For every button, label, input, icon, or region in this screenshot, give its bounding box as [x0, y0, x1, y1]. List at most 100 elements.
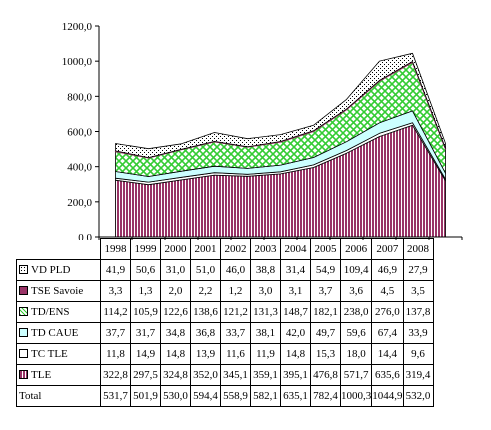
table-cell: 1,2	[220, 280, 251, 302]
table-cell: 782,4	[310, 385, 341, 407]
table-corner	[16, 238, 101, 260]
table-row: TD CAUE 37,7 31,7 34,8 36,8 33,7 38,1 42,0 49,7 5…	[16, 322, 434, 344]
table-cell: 131,3	[250, 301, 281, 323]
data-table: 1998 1999 2000 2001 2002 2003 2004 2005 2006 2007…	[16, 238, 434, 407]
table-year-header: 2000	[160, 238, 191, 260]
table-cell: 31,4	[280, 259, 311, 281]
table-cell: 114,2	[100, 301, 131, 323]
table-cell: 38,8	[250, 259, 281, 281]
legend-key	[19, 370, 28, 379]
table-cell: 395,1	[280, 364, 311, 386]
table-cell: 33,7	[220, 322, 251, 344]
table-row: TLE 322,8 297,5 324,8 352,0 345,1 359,1 395,1 47…	[16, 364, 434, 386]
table-cell: 138,6	[190, 301, 221, 323]
table-cell: 558,9	[220, 385, 251, 407]
legend-label: VD PLD	[31, 264, 71, 276]
table-cell: 319,4	[402, 364, 434, 386]
legend-key	[19, 349, 28, 358]
y-tick-label: 400,0	[67, 162, 92, 174]
table-row: TC TLE 11,8 14,9 14,8 13,9 11,6 11,9 14,8 15,3 18…	[16, 343, 434, 365]
table-cell: 14,4	[371, 343, 404, 365]
table-cell: 38,1	[250, 322, 281, 344]
table-row: VD PLD 41,9 50,6 31,0 51,0 46,0 38,8 31,4 54,9 10…	[16, 259, 434, 281]
table-cell: 31,0	[160, 259, 191, 281]
stacked-area-chart: 0,0 200,0 400,0 600,0 800,0 1000,0 1200,0	[62, 21, 463, 240]
table-cell: 42,0	[280, 322, 311, 344]
table-cell: 635,6	[371, 364, 404, 386]
table-year-header: 2001	[190, 238, 221, 260]
table-cell: 41,9	[100, 259, 131, 281]
table-cell: 4,5	[371, 280, 404, 302]
table-cell: 476,8	[310, 364, 341, 386]
table-cell: 238,0	[339, 301, 373, 323]
table-row-label: TC TLE	[16, 343, 101, 365]
table-row: TSE Savoie 3,3 1,3 2,0 2,2 1,2 3,0 3,1 3,7 3,6 4,5…	[16, 280, 434, 302]
table-cell: 137,8	[402, 301, 434, 323]
table-cell: 594,4	[190, 385, 221, 407]
y-tick-label: 1000,0	[62, 56, 93, 68]
table-year-header: 2008	[402, 238, 434, 260]
table-cell: 59,6	[339, 322, 373, 344]
table-row-label: TD/ENS	[16, 301, 101, 323]
table-cell: 582,1	[250, 385, 281, 407]
legend-label: Total	[19, 390, 42, 402]
table-row-label: TSE Savoie	[16, 280, 101, 302]
table-cell: 11,9	[250, 343, 281, 365]
table-cell: 11,6	[220, 343, 251, 365]
table-cell: 2,2	[190, 280, 221, 302]
y-tick-label: 1200,0	[62, 21, 93, 33]
table-cell: 14,9	[130, 343, 161, 365]
table-cell: 121,2	[220, 301, 251, 323]
table-cell: 9,6	[402, 343, 434, 365]
table-cell: 2,0	[160, 280, 191, 302]
table-cell: 46,0	[220, 259, 251, 281]
table-cell: 122,6	[160, 301, 191, 323]
table-cell: 297,5	[130, 364, 161, 386]
table-row-label: VD PLD	[16, 259, 101, 281]
table-year-header: 1999	[130, 238, 161, 260]
table-cell: 148,7	[280, 301, 311, 323]
table-cell: 1,3	[130, 280, 161, 302]
table-year-header: 2007	[371, 238, 404, 260]
table-cell: 33,9	[402, 322, 434, 344]
table-year-header: 2005	[310, 238, 341, 260]
table-cell: 531,7	[100, 385, 131, 407]
legend-key	[19, 286, 28, 295]
table-cell: 3,6	[339, 280, 373, 302]
table-row-label: Total	[16, 385, 101, 407]
table-row: Total 531,7 501,9 530,0 594,4 558,9 582,1 635,1…	[16, 385, 434, 407]
table-cell: 49,7	[310, 322, 341, 344]
legend-label: TC TLE	[31, 348, 68, 360]
table-cell: 14,8	[280, 343, 311, 365]
table-cell: 46,9	[371, 259, 404, 281]
y-tick-label: 200,0	[67, 197, 92, 209]
table-cell: 635,1	[280, 385, 311, 407]
table-cell: 532,0	[402, 385, 434, 407]
table-cell: 324,8	[160, 364, 191, 386]
table-cell: 54,9	[310, 259, 341, 281]
legend-key	[19, 307, 28, 316]
legend-label: TSE Savoie	[31, 285, 84, 297]
legend-label: TD/ENS	[31, 306, 70, 318]
table-cell: 571,7	[339, 364, 373, 386]
table-cell: 14,8	[160, 343, 191, 365]
table-cell: 13,9	[190, 343, 221, 365]
table-cell: 276,0	[371, 301, 404, 323]
table-cell: 359,1	[250, 364, 281, 386]
table-cell: 3,7	[310, 280, 341, 302]
legend-key	[19, 265, 28, 274]
table-cell: 352,0	[190, 364, 221, 386]
table-cell: 530,0	[160, 385, 191, 407]
table-cell: 1000,3	[339, 385, 373, 407]
table-cell: 3,1	[280, 280, 311, 302]
table-cell: 3,0	[250, 280, 281, 302]
table-cell: 18,0	[339, 343, 373, 365]
table-year-header: 1998	[100, 238, 131, 260]
area-vd-pld	[115, 52, 446, 158]
table-year-header: 2003	[250, 238, 281, 260]
table-header-row: 1998 1999 2000 2001 2002 2003 2004 2005 2006 2007…	[16, 238, 434, 260]
table-cell: 1044,9	[371, 385, 404, 407]
y-tick-label: 0,0	[78, 232, 92, 240]
table-cell: 322,8	[100, 364, 131, 386]
table-cell: 27,9	[402, 259, 434, 281]
